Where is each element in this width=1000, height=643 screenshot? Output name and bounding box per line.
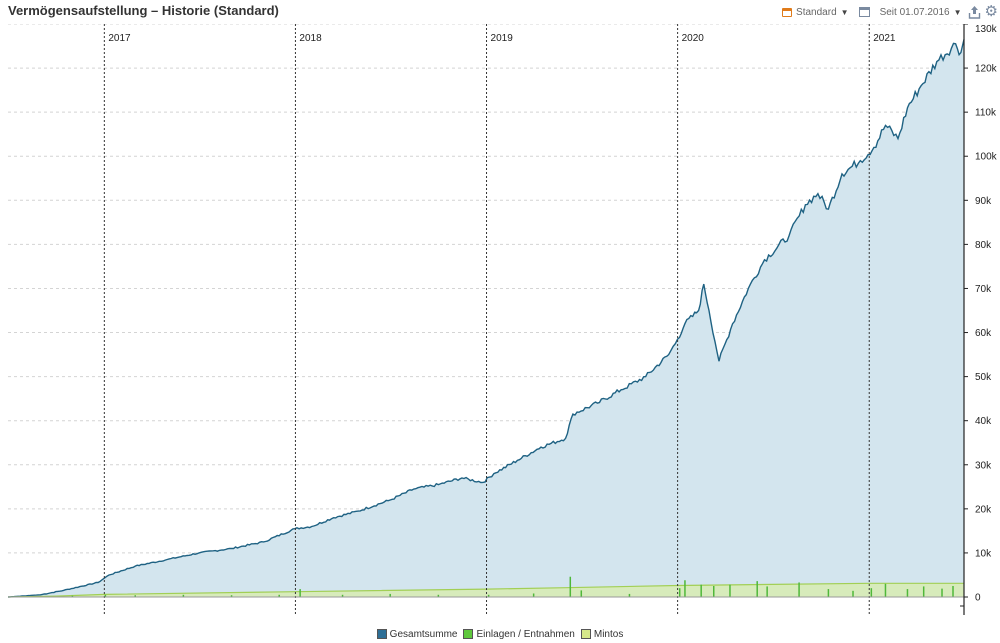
y-tick-label: 80k [975, 240, 992, 251]
legend-swatch-deposits [463, 629, 474, 639]
series-area-gesamtsumme [8, 39, 964, 597]
chart-legend: Gesamtsumme Einlagen / Entnahmen Mintos [0, 626, 1000, 642]
series-area-mintos [8, 583, 964, 597]
page-title: Vermögensaufstellung – Historie (Standar… [8, 3, 279, 18]
y-tick-label: 10k [975, 548, 992, 559]
y-tick-label: 110k [975, 108, 997, 119]
y-tick-label: 130k [975, 24, 998, 35]
y-tick-label: 60k [975, 328, 992, 339]
legend-item-mintos[interactable]: Mintos [580, 628, 624, 640]
y-tick-label: 50k [975, 372, 992, 383]
y-tick-label: 120k [975, 64, 998, 75]
legend-item-total[interactable]: Gesamtsumme [376, 628, 458, 640]
toolbar: Standard ▼ Seit 01.07.2016 ▼ ⚙ [782, 3, 998, 21]
legend-swatch-total [376, 629, 387, 639]
y-tick-label: 70k [975, 284, 992, 295]
y-tick-label: 40k [975, 416, 992, 427]
legend-item-deposits[interactable]: Einlagen / Entnahmen [463, 628, 575, 640]
y-tick-label: 100k [975, 152, 998, 163]
year-marker-label: 2018 [299, 33, 322, 44]
view-selector-label: Standard [796, 6, 837, 18]
y-tick-label: 30k [975, 460, 992, 471]
gear-icon[interactable]: ⚙ [984, 3, 998, 20]
legend-label-total: Gesamtsumme [389, 628, 458, 640]
view-selector[interactable]: Standard ▼ [782, 7, 849, 18]
header: Vermögensaufstellung – Historie (Standar… [0, 0, 1000, 24]
y-tick-label: 90k [975, 196, 992, 207]
legend-swatch-mintos [580, 629, 591, 639]
chevron-down-icon: ▼ [840, 7, 849, 17]
export-icon[interactable] [968, 5, 981, 19]
chevron-down-icon: ▼ [953, 7, 962, 17]
series-line-gesamtsumme [7, 39, 965, 598]
legend-label-deposits: Einlagen / Entnahmen [476, 628, 575, 640]
year-marker-label: 2017 [108, 33, 131, 44]
y-tick-label: 20k [975, 504, 992, 515]
window-icon[interactable] [858, 7, 870, 17]
legend-label-mintos: Mintos [593, 628, 624, 640]
calendar-icon [782, 7, 793, 17]
since-selector[interactable]: Seit 01.07.2016 ▼ [880, 7, 962, 18]
year-marker-label: 2020 [682, 33, 705, 44]
year-marker-label: 2019 [491, 33, 514, 44]
y-tick-label: 0 [975, 593, 981, 604]
since-selector-label: Seit 01.07.2016 [879, 6, 950, 18]
history-chart: 2017 2018 2019 2020 2021 0 10k 20k 30k 40k 50k 60k 7… [7, 24, 998, 615]
year-marker-label: 2021 [873, 33, 896, 44]
